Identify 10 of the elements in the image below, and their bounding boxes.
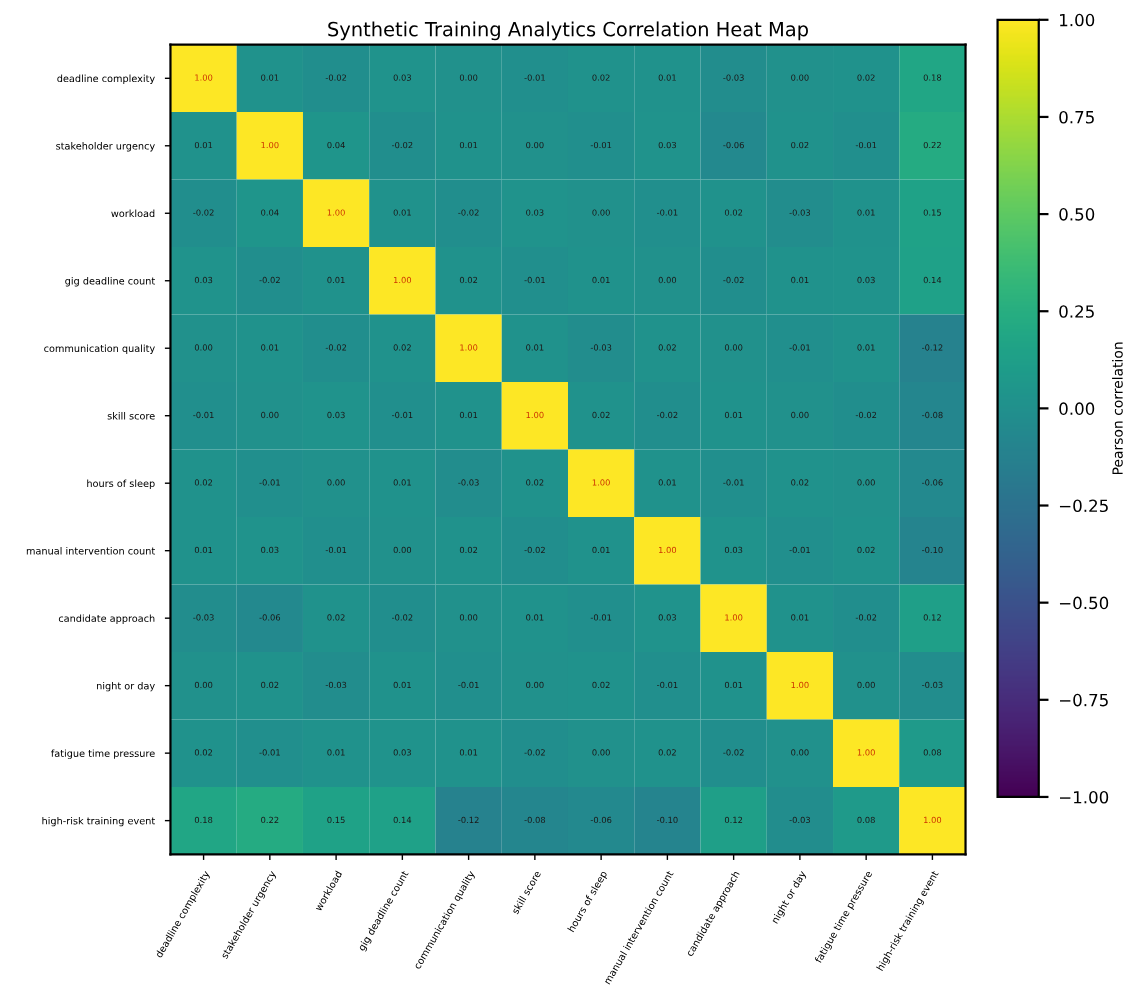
- color-bar-label: 0.75: [1059, 110, 1094, 124]
- color-bar-label: −0.25: [1059, 499, 1108, 513]
- color-bar-label: 0.00: [1059, 402, 1095, 415]
- color-bar-label: 0.50: [1059, 208, 1095, 221]
- color-bar-label: 0.25: [1059, 305, 1094, 318]
- chart-title: Synthetic Training Analytics Correlation Heat Map: [328, 21, 808, 41]
- color-bar-label: −1.00: [1059, 790, 1109, 804]
- color-bar-label: 1.00: [1060, 13, 1095, 27]
- color-bar-label: −0.50: [1059, 596, 1109, 610]
- color-bar-label: −0.75: [1059, 693, 1108, 707]
